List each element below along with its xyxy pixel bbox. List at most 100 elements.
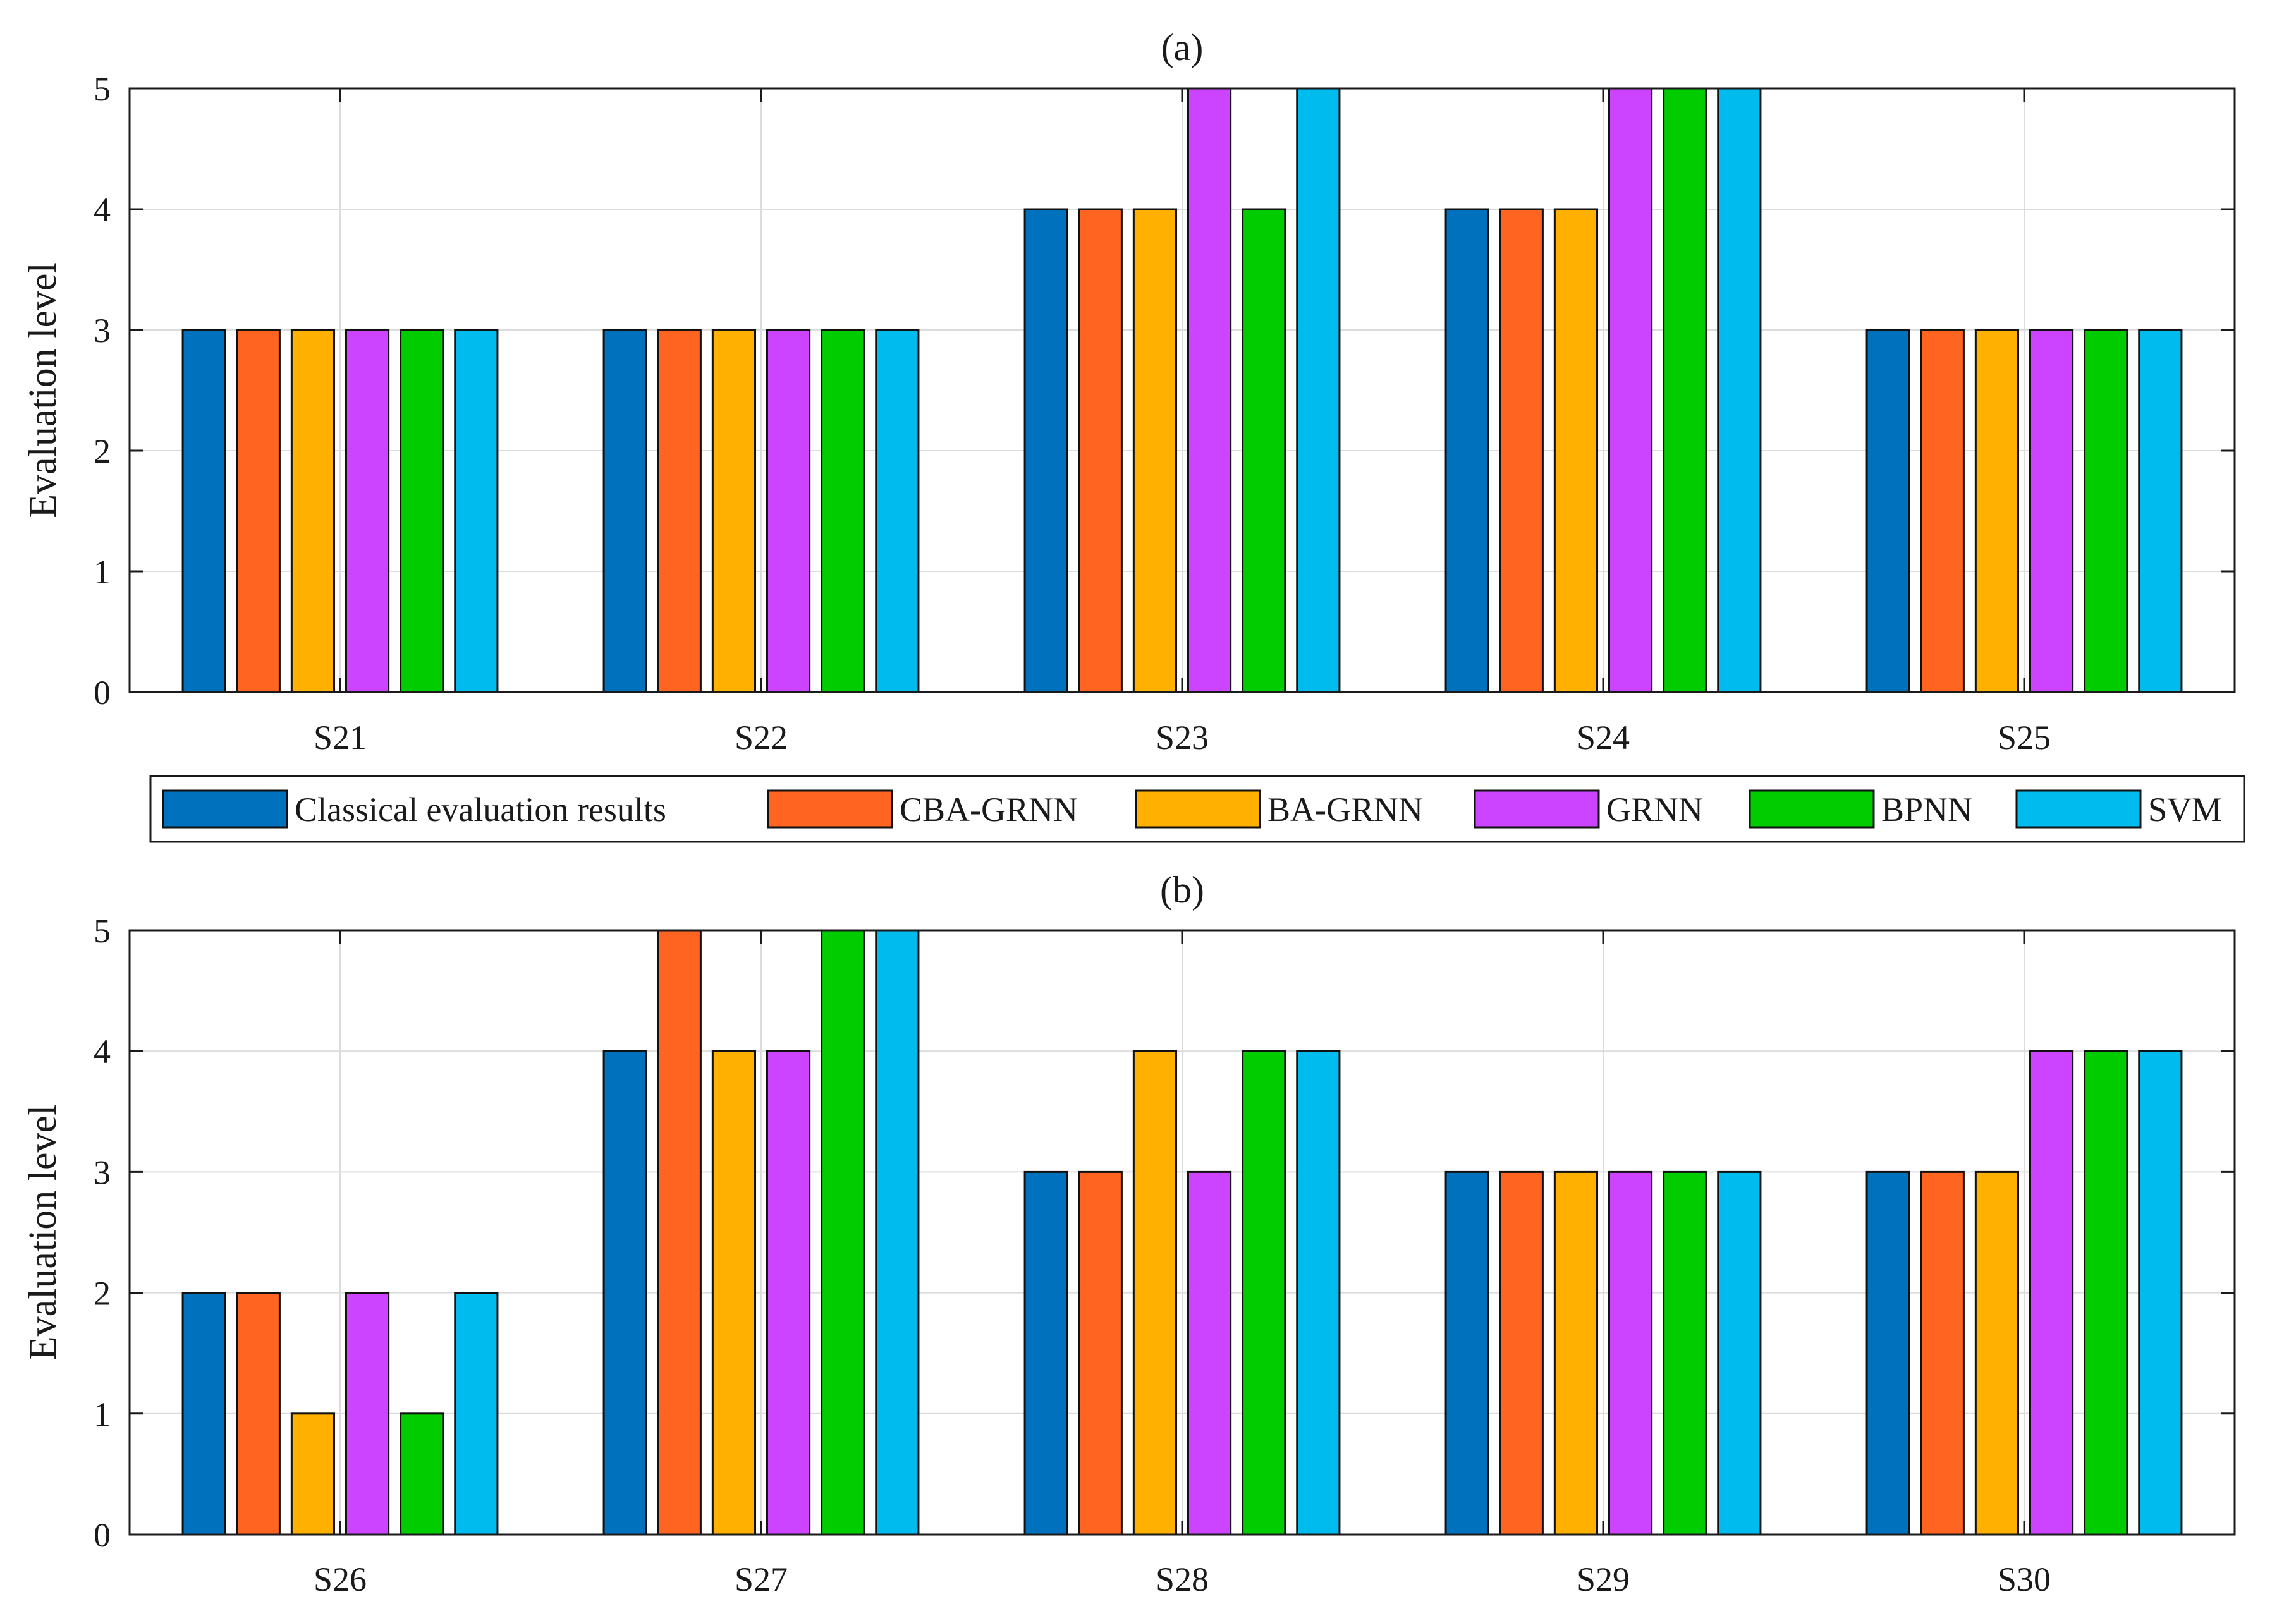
y-tick-label: 5 (94, 70, 111, 108)
y-tick-label: 0 (94, 674, 111, 712)
y-tick-label: 1 (94, 553, 111, 591)
bar-ba-grnn-s30 (1974, 1170, 2020, 1536)
y-tick-label: 0 (94, 1516, 111, 1554)
bar-bpnn-s30 (2084, 1050, 2128, 1536)
y-tick-label: 4 (94, 191, 111, 229)
panel-b: (b) 0 1 2 3 4 5 S26 S27 S28 S29 S30 Evaluation level (21, 869, 2236, 1598)
bar-svm-s27 (875, 929, 920, 1536)
bar-cba-grnn-s25 (1920, 329, 1965, 693)
y-tick-label: 4 (94, 1033, 111, 1071)
bar-svm-s21 (454, 329, 499, 693)
y-axis-label: Evaluation level (21, 262, 64, 518)
x-tick-label: S27 (735, 1560, 788, 1598)
panel-a: (a) 0 1 2 3 4 5 S21 S22 S23 S24 S25 Evaluation level (21, 27, 2236, 756)
legend: Classical evaluation results CBA-GRNN BA-G… (149, 775, 2245, 843)
bar-bpnn-s23 (1242, 208, 1286, 693)
bar-cba-grnn-s22 (657, 329, 702, 693)
x-tick-label: S25 (1998, 719, 2051, 756)
bar-grnn-s28 (1187, 1170, 1232, 1536)
x-tick-label: S29 (1577, 1560, 1630, 1598)
bar-svm-s22 (875, 329, 920, 693)
y-axis-label: Evaluation level (21, 1105, 64, 1361)
bar-bpnn-s26 (400, 1412, 444, 1536)
bar-bpnn-s21 (400, 329, 444, 693)
bar-grnn-s23 (1187, 87, 1232, 693)
bar-classical-evaluation-results-s28 (1023, 1170, 1068, 1536)
x-tick-label: S22 (735, 719, 788, 756)
bar-svm-s25 (2138, 329, 2183, 693)
bar-cba-grnn-s27 (657, 929, 702, 1536)
bar-grnn-s30 (2029, 1050, 2074, 1536)
bar-cba-grnn-s30 (1920, 1170, 1965, 1536)
bar-bpnn-s24 (1663, 87, 1707, 693)
bar-ba-grnn-s23 (1132, 208, 1178, 693)
bar-grnn-s29 (1608, 1170, 1653, 1536)
bar-svm-s30 (2138, 1050, 2183, 1536)
bar-grnn-s24 (1608, 87, 1653, 693)
bar-ba-grnn-s24 (1553, 208, 1599, 693)
bar-classical-evaluation-results-s21 (181, 329, 226, 693)
legend-swatch-ba-grnn (1135, 789, 1261, 829)
bar-cba-grnn-s21 (236, 329, 281, 693)
y-tick-label: 2 (94, 1275, 111, 1313)
y-tick-label: 1 (94, 1395, 111, 1433)
legend-swatch-svm (2015, 789, 2142, 829)
bar-grnn-s26 (345, 1292, 390, 1536)
bar-svm-s23 (1296, 87, 1341, 693)
y-tick-label: 3 (94, 312, 111, 349)
bar-ba-grnn-s26 (290, 1412, 336, 1536)
x-tick-label: S28 (1156, 1560, 1209, 1598)
bar-classical-evaluation-results-s30 (1866, 1170, 1910, 1536)
y-tick-label: 3 (94, 1153, 111, 1191)
bar-bpnn-s22 (821, 329, 865, 693)
bar-classical-evaluation-results-s23 (1023, 208, 1068, 693)
legend-label: CBA-GRNN (900, 791, 1078, 829)
bar-classical-evaluation-results-s24 (1444, 208, 1489, 693)
legend-label: Classical evaluation results (295, 791, 666, 829)
panel-title: (b) (1160, 869, 1204, 911)
bar-bpnn-s27 (821, 929, 865, 1536)
bar-classical-evaluation-results-s27 (602, 1050, 647, 1536)
bar-ba-grnn-s25 (1974, 329, 2020, 693)
bar-ba-grnn-s22 (711, 329, 757, 693)
bar-cba-grnn-s24 (1499, 208, 1544, 693)
bar-cba-grnn-s28 (1078, 1170, 1123, 1536)
legend-swatch-grnn (1474, 789, 1600, 829)
bar-bpnn-s29 (1663, 1170, 1707, 1536)
bar-grnn-s25 (2029, 329, 2074, 693)
y-tick-label: 2 (94, 432, 111, 470)
panel-title: (a) (1161, 27, 1204, 68)
bar-classical-evaluation-results-s25 (1866, 329, 1910, 693)
x-tick-label: S21 (314, 719, 367, 756)
bar-bpnn-s28 (1242, 1050, 1286, 1536)
x-tick-label: S30 (1998, 1560, 2051, 1598)
bar-classical-evaluation-results-s22 (602, 329, 647, 693)
legend-label: BA-GRNN (1267, 791, 1423, 829)
bar-grnn-s21 (345, 329, 390, 693)
bar-ba-grnn-s28 (1132, 1050, 1178, 1536)
bar-svm-s28 (1296, 1050, 1341, 1536)
bar-cba-grnn-s29 (1499, 1170, 1544, 1536)
bar-ba-grnn-s21 (290, 329, 336, 693)
y-tick-label: 5 (94, 912, 111, 950)
bar-classical-evaluation-results-s26 (181, 1292, 226, 1536)
legend-label: BPNN (1881, 791, 1972, 829)
legend-label: SVM (2148, 791, 2222, 829)
x-tick-label: S23 (1156, 719, 1209, 756)
bar-svm-s29 (1717, 1170, 1762, 1536)
bar-svm-s24 (1717, 87, 1762, 693)
bar-cba-grnn-s26 (236, 1292, 281, 1536)
bar-ba-grnn-s29 (1553, 1170, 1599, 1536)
bar-svm-s26 (454, 1292, 499, 1536)
bar-grnn-s27 (766, 1050, 811, 1536)
x-tick-label: S24 (1577, 719, 1630, 756)
bar-cba-grnn-s23 (1078, 208, 1123, 693)
legend-swatch-classical-evaluation-results (162, 789, 288, 829)
legend-swatch-cba-grnn (767, 789, 893, 829)
bar-grnn-s22 (766, 329, 811, 693)
bar-ba-grnn-s27 (711, 1050, 757, 1536)
x-tick-label: S26 (314, 1560, 367, 1598)
legend-swatch-bpnn (1749, 789, 1875, 829)
